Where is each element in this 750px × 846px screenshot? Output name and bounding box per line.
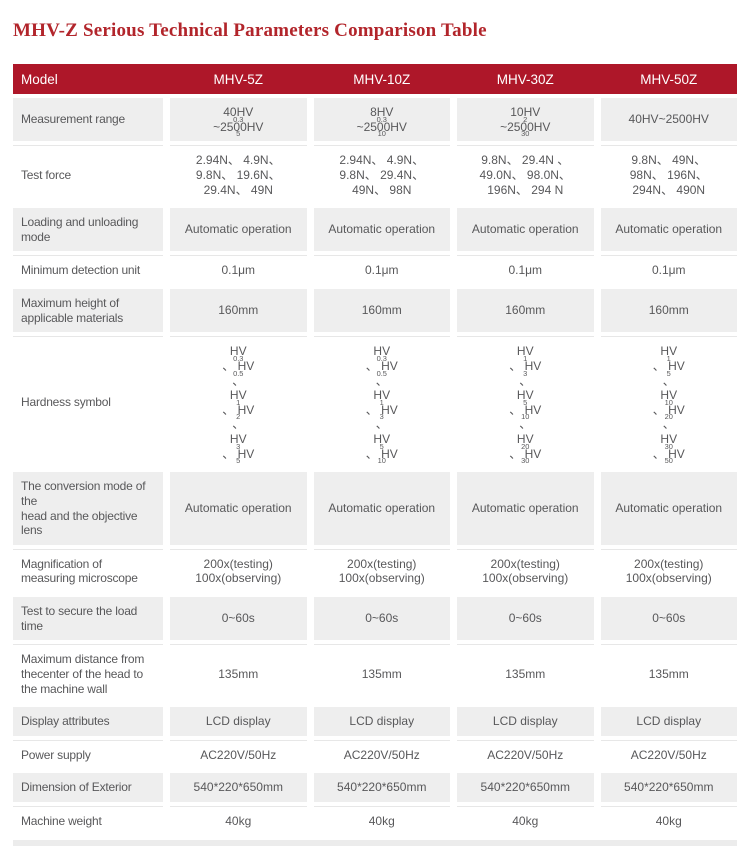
cell-value: 540*220*650mm xyxy=(457,773,594,802)
cell-value: LCD display xyxy=(457,707,594,736)
table-row: Display attributes LCD display LCD display… xyxy=(13,707,737,736)
table-row: Test to secure the load time 0~60s 0~60s 0~… xyxy=(13,597,737,641)
cell-value: 40kg xyxy=(600,806,737,836)
column-header: MHV-5Z xyxy=(213,71,263,87)
cell-value: 200x(testing) 100x(observing) xyxy=(170,548,307,593)
cell-value: Automatic operation xyxy=(457,472,594,545)
cell-value: 0~60s xyxy=(170,597,307,641)
cell-value: HV 0.3、 HV 0.5、 HV 1、 HV 3、 HV 5、 HV 10 xyxy=(313,336,450,468)
cell-value: 0~60s xyxy=(457,597,594,641)
cell-value: LCD display xyxy=(600,707,737,736)
cell-value: 200x(testing) 100x(observing) xyxy=(457,548,594,593)
column-header: MHV-10Z xyxy=(353,71,411,87)
row-label: Maximum height of applicable materials xyxy=(13,289,163,333)
cell-value: AC220V/50Hz xyxy=(457,739,594,770)
cell-value: Automatic operation xyxy=(170,472,307,545)
column-header: MHV-30Z xyxy=(496,71,554,87)
cell-value: Automatic operation xyxy=(313,472,450,545)
row-label: Measurement range xyxy=(13,98,163,142)
cell-value: 9.8N、 49N、 98N、 196N、 294N、 490N xyxy=(600,145,737,204)
cell-value: Automatic operation xyxy=(170,208,307,252)
cell-value: 8HV 0.3 ~2500HV 10 xyxy=(313,98,450,142)
cell-value: 160mm xyxy=(600,289,737,333)
page-title: MHV-Z Serious Technical Parameters Compa… xyxy=(13,20,487,41)
cell-value: 0.1μm xyxy=(600,255,737,285)
cell-value: Automatic operation xyxy=(313,208,450,252)
cell-value: 0~60s xyxy=(313,597,450,641)
cell-value: 9.8N、 29.4N 、 49.0N、 98.0N、 196N、 294 N xyxy=(457,145,594,204)
table-row: Magnification of measuring microscope 200x… xyxy=(13,548,737,593)
cell-value: HV 1、 HV 3、 HV 5、 HV 10、 HV 20、 HV 30 xyxy=(457,336,594,468)
cell-value: 135mm xyxy=(600,644,737,703)
cell-value: 135mm xyxy=(170,644,307,703)
cell-value: 200x(testing) 100x(observing) xyxy=(313,548,450,593)
comparison-table: Model MHV-5Z MHV-10Z MHV-30Z MHV-50Z Measure… xyxy=(13,64,737,846)
cell-value: 135mm xyxy=(313,644,450,703)
cell-value: 40HV 0.3 ~2500HV 5 xyxy=(170,98,307,142)
cell-value: HV 0.3、 HV 0.5、 HV 1、 HV 2、 HV 3、 HV 5 xyxy=(170,336,307,468)
row-label: Test force xyxy=(13,145,163,204)
row-label: Magnification of measuring microscope xyxy=(13,548,163,593)
column-header-model: Model xyxy=(21,71,58,87)
table-row: Hardness symbol HV 0.3、 HV 0.5、 HV 1、 HV 2、 HV 3… xyxy=(13,336,737,468)
cell-value: 540*220*650mm xyxy=(313,773,450,802)
cell-value: 40kg xyxy=(457,806,594,836)
cell-value: HV 1、 HV 5、 HV 10、 HV 20、 HV 30、 HV 50 xyxy=(600,336,737,468)
cell-value: 160mm xyxy=(170,289,307,333)
column-header: MHV-50Z xyxy=(640,71,698,87)
cell-value: Automatic operation xyxy=(600,472,737,545)
table-row: Minimum detection unit 0.1μm 0.1μm 0.1μm 0.1… xyxy=(13,255,737,285)
cell-value: 2.94N、 4.9N、 9.8N、 29.4N、 49N、 98N xyxy=(313,145,450,204)
row-label: Machine weight xyxy=(13,806,163,836)
table-row: Measurement range 40HV 0.3 ~2500HV 5 8HV 0.3 ~2… xyxy=(13,98,737,142)
table-header-row: Model MHV-5Z MHV-10Z MHV-30Z MHV-50Z xyxy=(13,64,737,94)
row-label: Power supply xyxy=(13,739,163,770)
cell-value: 0.1μm xyxy=(313,255,450,285)
table-row: Dimension of Exterior 540*220*650mm 540*22… xyxy=(13,773,737,802)
cell-value: 0.1μm xyxy=(170,255,307,285)
cell-value: 40kg xyxy=(170,806,307,836)
table-row: Maximum distance from thecenter of the he… xyxy=(13,644,737,703)
cell-value: AC220V/50Hz xyxy=(600,739,737,770)
table-row: The conversion mode of the head and the o… xyxy=(13,472,737,545)
row-label: Dimension of Exterior xyxy=(13,773,163,802)
table-row: Loading and unloading mode Automatic oper… xyxy=(13,208,737,252)
table-bottom-divider xyxy=(13,839,737,846)
cell-value: 540*220*650mm xyxy=(170,773,307,802)
cell-value: LCD display xyxy=(313,707,450,736)
row-label: Maximum distance from thecenter of the he… xyxy=(13,644,163,703)
table-row: Test force 2.94N、 4.9N、 9.8N、 19.6N、 29.4N、… xyxy=(13,145,737,204)
cell-value: 160mm xyxy=(457,289,594,333)
table-body: Measurement range 40HV 0.3 ~2500HV 5 8HV 0.3 ~2… xyxy=(13,98,737,836)
table-row: Maximum height of applicable materials 160… xyxy=(13,289,737,333)
cell-value: Automatic operation xyxy=(457,208,594,252)
cell-value: 0.1μm xyxy=(457,255,594,285)
cell-value: Automatic operation xyxy=(600,208,737,252)
cell-value: 135mm xyxy=(457,644,594,703)
row-label: Minimum detection unit xyxy=(13,255,163,285)
table-row: Machine weight 40kg 40kg 40kg 40kg xyxy=(13,806,737,836)
row-label: Hardness symbol xyxy=(13,336,163,468)
row-label: Display attributes xyxy=(13,707,163,736)
cell-value: 200x(testing) 100x(observing) xyxy=(600,548,737,593)
cell-value: 160mm xyxy=(313,289,450,333)
cell-value: AC220V/50Hz xyxy=(170,739,307,770)
cell-value: AC220V/50Hz xyxy=(313,739,450,770)
row-label: Test to secure the load time xyxy=(13,597,163,641)
table-row: Power supply AC220V/50Hz AC220V/50Hz AC220V… xyxy=(13,739,737,770)
cell-value: 2.94N、 4.9N、 9.8N、 19.6N、 29.4N、 49N xyxy=(170,145,307,204)
cell-value: 540*220*650mm xyxy=(600,773,737,802)
cell-value: 40HV~2500HV xyxy=(600,98,737,142)
cell-value: LCD display xyxy=(170,707,307,736)
row-label: Loading and unloading mode xyxy=(13,208,163,252)
cell-value: 40kg xyxy=(313,806,450,836)
cell-value: 10HV 2 ~2500HV 30 xyxy=(457,98,594,142)
row-label: The conversion mode of the head and the o… xyxy=(13,472,163,545)
cell-value: 0~60s xyxy=(600,597,737,641)
